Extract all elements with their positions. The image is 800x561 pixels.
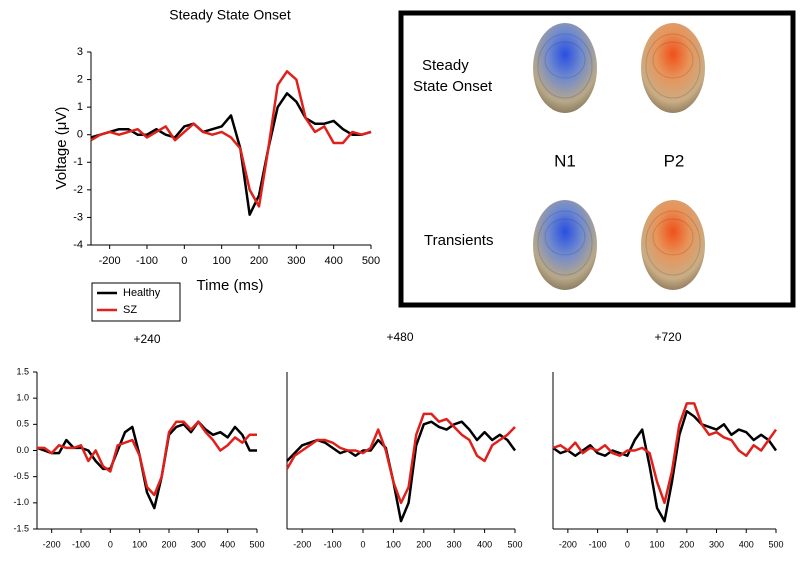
x-tick-label: 400 (739, 539, 754, 549)
series-line (90, 92, 372, 216)
x-tick-label: -200 (293, 539, 311, 549)
y-tick-label: -1.0 (13, 497, 29, 507)
y-tick-label: 2 (77, 73, 83, 85)
x-tick-label: 300 (287, 255, 305, 267)
series-line (90, 70, 372, 208)
legend-label: Healthy (123, 287, 161, 299)
y-tick-label: 0.5 (16, 419, 29, 429)
y-tick-label: -3 (73, 211, 83, 223)
y-tick-label: -1.5 (13, 523, 29, 533)
x-tick-label: 300 (709, 539, 724, 549)
row-label: Transients (424, 232, 493, 249)
y-tick-label: 1.5 (16, 366, 29, 376)
x-axis-label: Time (ms) (197, 277, 264, 294)
x-tick-label: -100 (136, 255, 158, 267)
y-axis-label: Voltage (μV) (53, 107, 70, 190)
x-tick-label: -200 (559, 539, 577, 549)
x-tick-label: 100 (386, 539, 401, 549)
x-tick-label: 200 (416, 539, 431, 549)
head-map (641, 23, 705, 113)
x-tick-label: 0 (360, 539, 365, 549)
y-tick-label: -2 (73, 184, 83, 196)
legend-label: SZ (123, 304, 137, 316)
x-tick-label: 0 (108, 539, 113, 549)
x-tick-label: 300 (191, 539, 206, 549)
row-label: Steady (422, 57, 469, 74)
chart-title: +720 (654, 330, 681, 344)
row-label: State Onset (413, 78, 493, 95)
series-line (285, 412, 516, 505)
chart-title: +480 (386, 330, 413, 344)
column-label: P2 (664, 151, 685, 170)
legend-box (91, 282, 181, 322)
y-tick-label: 0 (77, 129, 83, 141)
x-tick-label: 500 (362, 255, 380, 267)
series-line (37, 420, 257, 497)
chart-title: Steady State Onset (169, 7, 291, 23)
panel-frame (398, 10, 796, 308)
y-tick-label: 3 (77, 46, 83, 58)
chart-title: +240 (133, 332, 160, 346)
x-tick-label: 100 (650, 539, 665, 549)
head-map (533, 23, 597, 113)
column-label: N1 (554, 151, 576, 170)
series-line (552, 402, 778, 505)
head-map (533, 200, 597, 290)
x-tick-label: -200 (43, 539, 61, 549)
y-tick-label: -4 (73, 239, 83, 251)
x-tick-label: 100 (132, 539, 147, 549)
y-tick-label: 0.0 (16, 445, 29, 455)
x-tick-label: -100 (324, 539, 342, 549)
x-tick-label: 200 (679, 539, 694, 549)
x-tick-label: 0 (181, 255, 187, 267)
x-tick-label: -200 (99, 255, 121, 267)
x-tick-label: 400 (324, 255, 342, 267)
y-tick-label: 1.0 (16, 393, 29, 403)
head-map (641, 200, 705, 290)
x-tick-label: 100 (212, 255, 230, 267)
x-tick-label: -100 (589, 539, 607, 549)
x-tick-label: 500 (249, 539, 264, 549)
x-tick-label: -100 (72, 539, 90, 549)
x-tick-label: 500 (768, 539, 783, 549)
x-tick-label: 200 (250, 255, 268, 267)
y-tick-label: 1 (77, 101, 83, 113)
y-tick-label: -1 (73, 156, 83, 168)
series-line (286, 420, 517, 523)
x-tick-label: 0 (625, 539, 630, 549)
topography-panel: Steady State Onset Transients N1 P2 (398, 10, 796, 308)
x-tick-label: 400 (477, 539, 492, 549)
series-line (36, 420, 257, 510)
x-tick-label: 200 (161, 539, 176, 549)
x-tick-label: 400 (220, 539, 235, 549)
y-tick-label: -0.5 (13, 471, 29, 481)
series-line (552, 410, 778, 523)
x-tick-label: 300 (447, 539, 462, 549)
x-tick-label: 500 (507, 539, 522, 549)
